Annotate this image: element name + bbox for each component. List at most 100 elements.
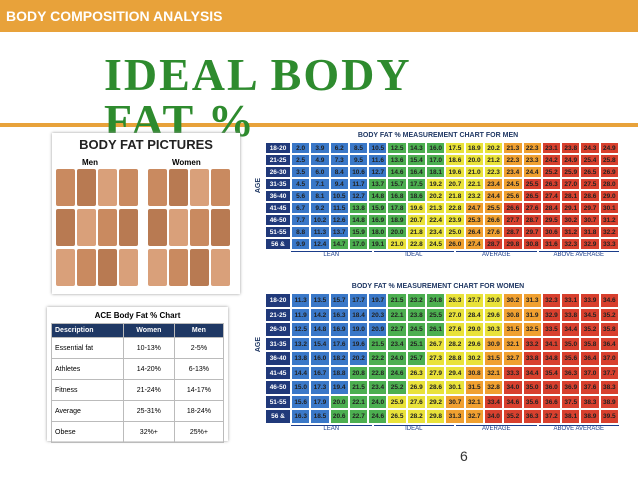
cell: 16.3 bbox=[329, 307, 349, 322]
cell: 31.3 bbox=[445, 409, 465, 424]
cell: 24.2 bbox=[541, 154, 562, 166]
cell: 18.5 bbox=[310, 409, 330, 424]
cell: 24.9 bbox=[599, 142, 619, 154]
cell: 15.4 bbox=[310, 336, 330, 351]
cell: 12.7 bbox=[368, 166, 388, 178]
cell: 35.0 bbox=[522, 380, 542, 395]
photo bbox=[190, 209, 209, 246]
cell: 15.7 bbox=[387, 178, 407, 190]
cell: 29.1 bbox=[561, 202, 581, 214]
cell: 21.3 bbox=[503, 142, 523, 154]
cell: 25.7 bbox=[406, 351, 427, 366]
cell: 32.1 bbox=[503, 336, 523, 351]
cell: 32.7 bbox=[464, 409, 484, 424]
cell: 24.0 bbox=[368, 394, 388, 409]
cell: 17.8 bbox=[387, 202, 407, 214]
cell: 38.3 bbox=[599, 380, 619, 395]
cell: 36.4 bbox=[599, 336, 619, 351]
cell: 34.0 bbox=[503, 380, 523, 395]
table-cell: 25-31% bbox=[122, 400, 175, 422]
row-label: 21-25 bbox=[265, 307, 291, 322]
cell: 25.8 bbox=[599, 154, 619, 166]
cell: 29.0 bbox=[464, 322, 484, 337]
photo bbox=[148, 209, 167, 246]
table-cell: 32%+ bbox=[122, 421, 175, 443]
row-label: 41-45 bbox=[265, 202, 291, 214]
cell: 32.3 bbox=[561, 238, 581, 250]
table-cell: 10-13% bbox=[122, 337, 175, 359]
cell: 23.4 bbox=[387, 336, 407, 351]
cell: 34.4 bbox=[522, 365, 542, 380]
cell: 8.1 bbox=[310, 190, 330, 202]
row-label: 46-50 bbox=[265, 380, 291, 395]
cell: 21.8 bbox=[406, 226, 427, 238]
cell: 22.1 bbox=[387, 307, 407, 322]
cell: 29.8 bbox=[503, 238, 523, 250]
cell: 19.2 bbox=[426, 178, 446, 190]
section-header: BODY COMPOSITION ANALYSIS bbox=[0, 0, 638, 32]
cell: 33.4 bbox=[483, 394, 504, 409]
cell: 2.0 bbox=[291, 142, 311, 154]
table-cell: Athletes bbox=[51, 358, 124, 380]
cell: 5.6 bbox=[291, 190, 311, 202]
cell: 27.7 bbox=[464, 293, 484, 308]
cell: 27.5 bbox=[580, 178, 600, 190]
row-label: 31-35 bbox=[265, 336, 291, 351]
cell: 29.0 bbox=[599, 190, 619, 202]
page-number: 6 bbox=[460, 448, 468, 464]
cell: 36.3 bbox=[522, 409, 542, 424]
cell: 26.3 bbox=[541, 178, 562, 190]
header-row: Description Women Men bbox=[51, 323, 225, 338]
cell: 21.8 bbox=[445, 190, 465, 202]
cell: 20.2 bbox=[426, 190, 446, 202]
cell: 2.5 bbox=[291, 154, 311, 166]
cell: 35.4 bbox=[541, 365, 562, 380]
cell: 22.8 bbox=[368, 365, 388, 380]
table-cell: 21-24% bbox=[122, 379, 175, 401]
cell: 14.8 bbox=[348, 214, 369, 226]
title-line: IDEAL BODY bbox=[104, 49, 412, 100]
cell: 7.7 bbox=[291, 214, 311, 226]
cell: 25.2 bbox=[387, 380, 407, 395]
cell: 12.4 bbox=[310, 238, 330, 250]
column-header: Men bbox=[173, 323, 225, 338]
cell: 15.9 bbox=[348, 226, 369, 238]
cell: 13.7 bbox=[368, 178, 388, 190]
cell: 21.0 bbox=[464, 166, 484, 178]
cell: 27.0 bbox=[561, 178, 581, 190]
photo bbox=[211, 209, 230, 246]
cell: 31.8 bbox=[580, 226, 600, 238]
cell: 9.2 bbox=[310, 202, 330, 214]
cell: 27.6 bbox=[522, 202, 542, 214]
cell: 4.9 bbox=[310, 154, 330, 166]
cell: 28.6 bbox=[580, 190, 600, 202]
cell: 34.8 bbox=[541, 351, 562, 366]
cell: 24.3 bbox=[580, 142, 600, 154]
cell: 15.9 bbox=[368, 202, 388, 214]
cell: 8.8 bbox=[291, 226, 311, 238]
zone-label: AVERAGE bbox=[456, 251, 537, 258]
cell: 29.4 bbox=[445, 365, 465, 380]
cell: 24.6 bbox=[387, 365, 407, 380]
cell: 3.9 bbox=[310, 142, 330, 154]
cell: 28.1 bbox=[561, 190, 581, 202]
row-label: 51-55 bbox=[265, 226, 291, 238]
photo bbox=[119, 169, 138, 206]
table-row: Athletes 14-20% 6-13% bbox=[51, 358, 225, 380]
cell: 22.2 bbox=[368, 351, 388, 366]
cell: 14.8 bbox=[368, 190, 388, 202]
chart-title: BODY FAT % MEASUREMENT CHART FOR MEN bbox=[357, 132, 519, 139]
ace-title: ACE Body Fat % Chart bbox=[94, 311, 181, 320]
cell: 6.7 bbox=[291, 202, 311, 214]
photo bbox=[56, 169, 75, 206]
cell: 24.4 bbox=[483, 190, 504, 202]
cell: 7.3 bbox=[329, 154, 349, 166]
cell: 24.6 bbox=[368, 409, 388, 424]
men-chart: BODY FAT % MEASUREMENT CHART FOR MEN AGE 1… bbox=[255, 131, 621, 263]
cell: 12.6 bbox=[329, 214, 349, 226]
cell: 20.0 bbox=[387, 226, 407, 238]
cell: 30.1 bbox=[445, 380, 465, 395]
cell: 34.4 bbox=[561, 322, 581, 337]
cell: 19.1 bbox=[368, 238, 388, 250]
